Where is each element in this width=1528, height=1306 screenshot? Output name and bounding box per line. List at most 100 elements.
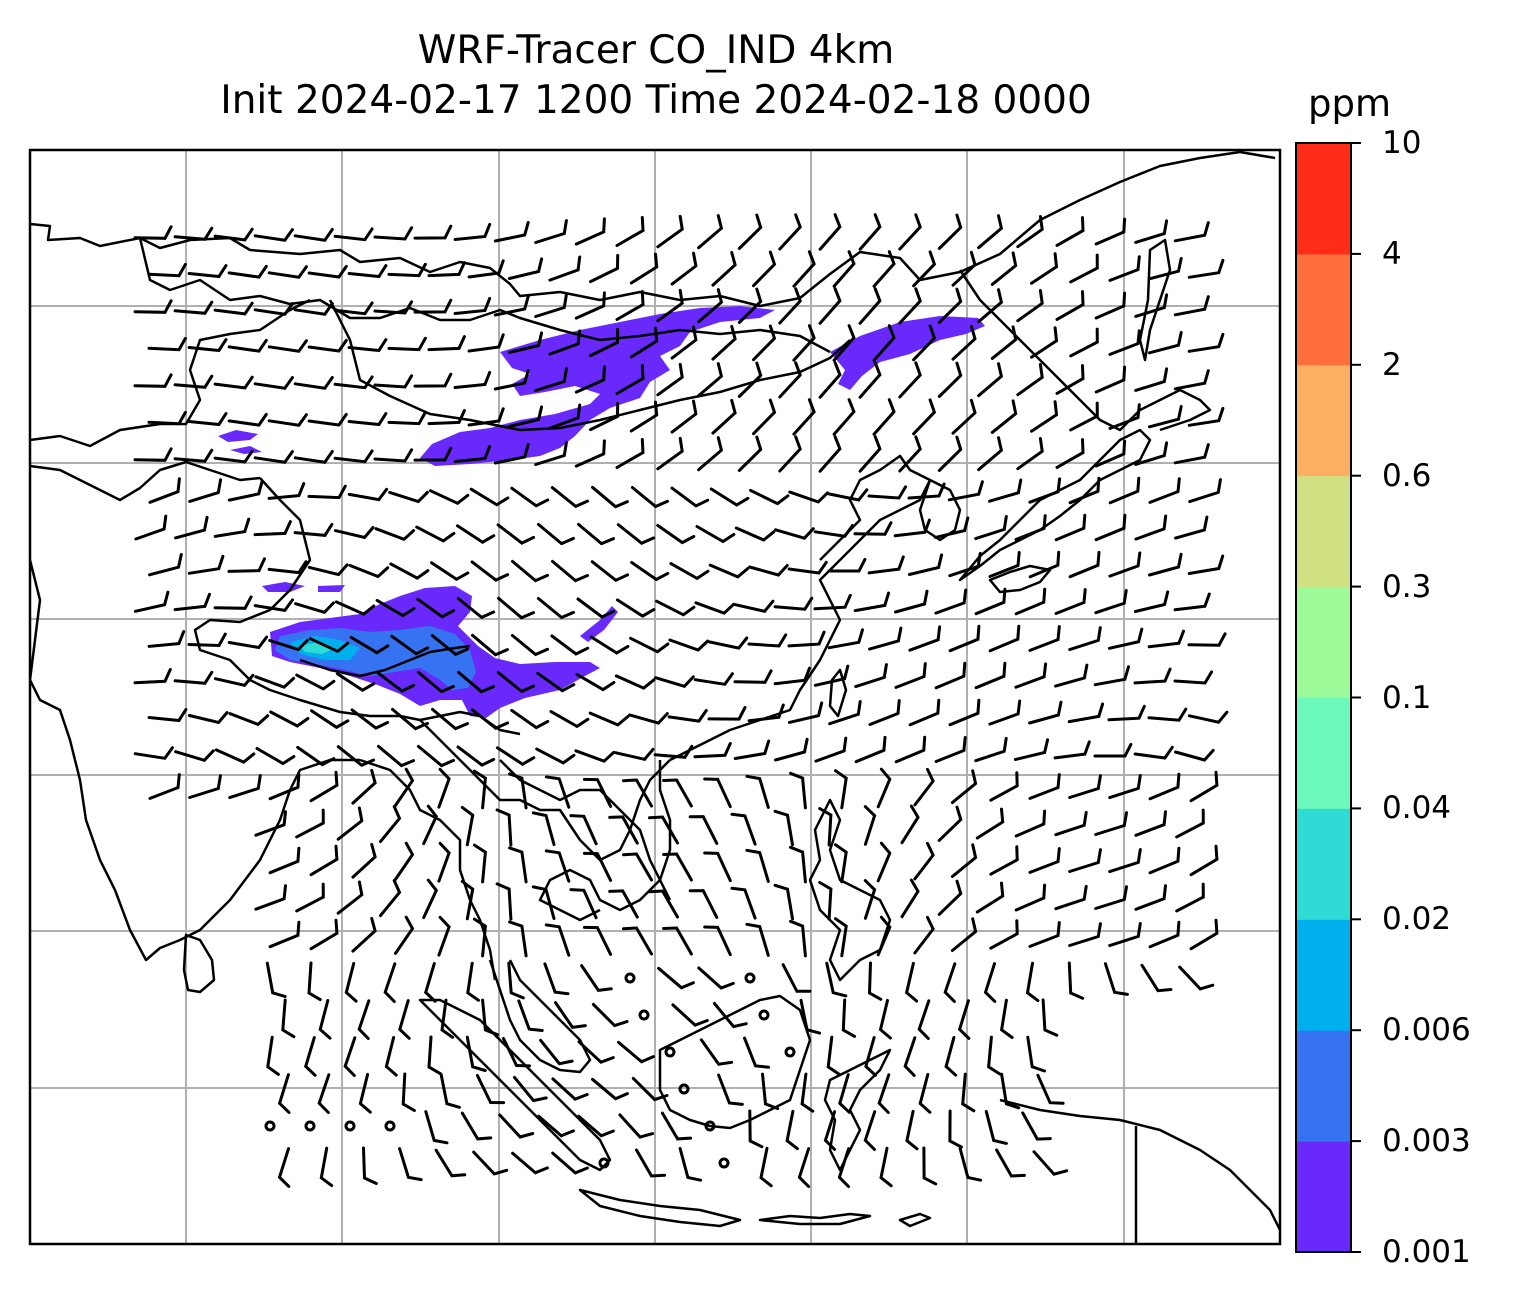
wind-barb xyxy=(1094,811,1128,836)
wind-barb xyxy=(908,698,941,727)
wind-barb xyxy=(1140,963,1173,993)
wind-barb xyxy=(879,1146,893,1188)
wind-barb xyxy=(531,885,556,920)
wind-barb xyxy=(678,1147,703,1182)
wind-barb xyxy=(228,774,262,800)
wind-barb xyxy=(589,253,620,284)
wind-barb xyxy=(148,477,181,504)
wind-barb xyxy=(648,815,679,845)
wind-barb xyxy=(834,843,848,884)
wind-barb xyxy=(1189,918,1219,951)
wind-barb xyxy=(948,1109,963,1149)
wind-barb xyxy=(335,672,376,692)
wind-barb xyxy=(387,262,427,278)
wind-barb xyxy=(958,1147,983,1182)
wind-barbs xyxy=(133,213,1229,1188)
wind-barb xyxy=(974,515,1008,541)
wind-barb xyxy=(1189,770,1219,803)
wind-barb xyxy=(1134,810,1167,837)
wind-barb xyxy=(422,804,439,846)
wind-barb xyxy=(774,737,809,762)
wind-barb xyxy=(1069,327,1099,358)
wind-barb xyxy=(357,999,371,1040)
wind-barb xyxy=(347,338,388,353)
wind-barb xyxy=(394,841,415,881)
wind-barb xyxy=(227,338,268,353)
wind-barb xyxy=(656,436,684,471)
wind-barb xyxy=(947,480,984,502)
wind-barb xyxy=(1187,406,1225,427)
wind-barb xyxy=(977,436,1004,472)
wind-barb xyxy=(1028,847,1061,874)
wind-barb xyxy=(734,526,776,542)
wind-barb xyxy=(347,264,388,279)
wind-barb xyxy=(1134,441,1169,466)
wind-barb xyxy=(975,881,1005,914)
wind-barb xyxy=(730,812,757,846)
coast-sumatra xyxy=(418,998,612,1172)
wind-barb xyxy=(373,448,414,463)
wind-barb xyxy=(295,808,325,839)
wind-barb xyxy=(608,889,639,919)
wind-barb xyxy=(580,964,613,993)
wind-barb xyxy=(413,372,453,388)
wind-barb xyxy=(416,744,455,768)
wind-barb xyxy=(957,999,971,1040)
tracer-patch-small-1 xyxy=(218,430,258,442)
wind-barb xyxy=(748,1109,764,1149)
wind-barb-calm xyxy=(598,1157,610,1169)
wind-barb xyxy=(631,1076,669,1102)
wind-barb xyxy=(1054,810,1088,837)
wind-barb xyxy=(511,559,549,583)
wind-barb xyxy=(868,626,903,651)
coast-sri-lanka xyxy=(182,933,216,994)
coast-lesser-sunda xyxy=(758,1212,872,1226)
colorbar-tick-label-10: 10 xyxy=(1382,125,1422,161)
wind-barb xyxy=(574,749,616,763)
colorbar-tick-label-6: 0.3 xyxy=(1382,568,1432,605)
wind-barb-calm xyxy=(744,972,756,984)
wind-barb xyxy=(1174,748,1215,762)
wind-barb xyxy=(1068,922,1102,947)
wind-barb xyxy=(387,336,427,352)
wind-barb-calm xyxy=(758,1009,770,1021)
wind-barb xyxy=(838,1073,851,1114)
wind-barb xyxy=(905,1109,919,1151)
wind-barb xyxy=(510,486,550,508)
colorbar-tick-label-5: 0.1 xyxy=(1382,679,1432,716)
wind-barb xyxy=(213,517,251,538)
wind-barb xyxy=(872,324,896,362)
wind-barb xyxy=(318,999,332,1040)
wind-barb xyxy=(898,435,922,473)
wind-barb xyxy=(502,1037,531,1068)
wind-barb-calm xyxy=(344,1120,356,1132)
wind-barb xyxy=(147,708,188,723)
wind-barb xyxy=(974,587,1007,616)
wind-barb xyxy=(544,923,571,957)
wind-barb xyxy=(614,674,656,690)
wind-barb xyxy=(854,663,888,689)
wind-barb xyxy=(1094,589,1128,615)
wind-barb xyxy=(582,777,613,808)
wind-barb xyxy=(309,844,339,877)
wind-barb xyxy=(310,709,350,730)
wind-barb xyxy=(427,261,466,278)
wind-barb xyxy=(358,1072,372,1114)
border-russia-mongolia xyxy=(138,237,831,354)
wind-barb xyxy=(507,257,544,280)
wind-barb xyxy=(745,848,770,883)
wind-barb xyxy=(1189,844,1219,877)
border-indochina xyxy=(499,759,672,901)
wind-barb xyxy=(877,1073,891,1114)
wind-barb xyxy=(1026,1035,1046,1073)
tracer-patch-small-2 xyxy=(230,446,262,454)
wind-barb xyxy=(990,325,1018,360)
wind-barb xyxy=(814,736,848,763)
wind-barb xyxy=(493,221,530,243)
wind-barb xyxy=(577,522,615,546)
wind-barb xyxy=(1016,215,1044,249)
wind-barb xyxy=(591,1002,629,1028)
wind-barb xyxy=(576,597,616,619)
wind-barb xyxy=(551,559,589,583)
wind-barb xyxy=(351,768,377,805)
